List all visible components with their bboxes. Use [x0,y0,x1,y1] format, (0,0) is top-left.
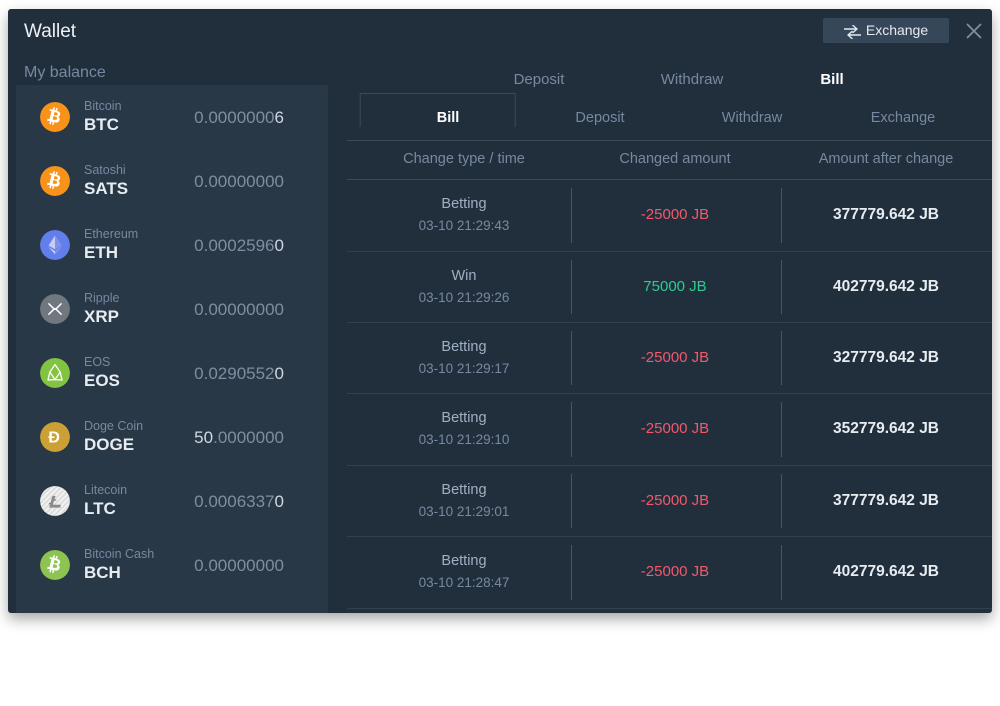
svg-text:Đ: Đ [48,430,60,447]
